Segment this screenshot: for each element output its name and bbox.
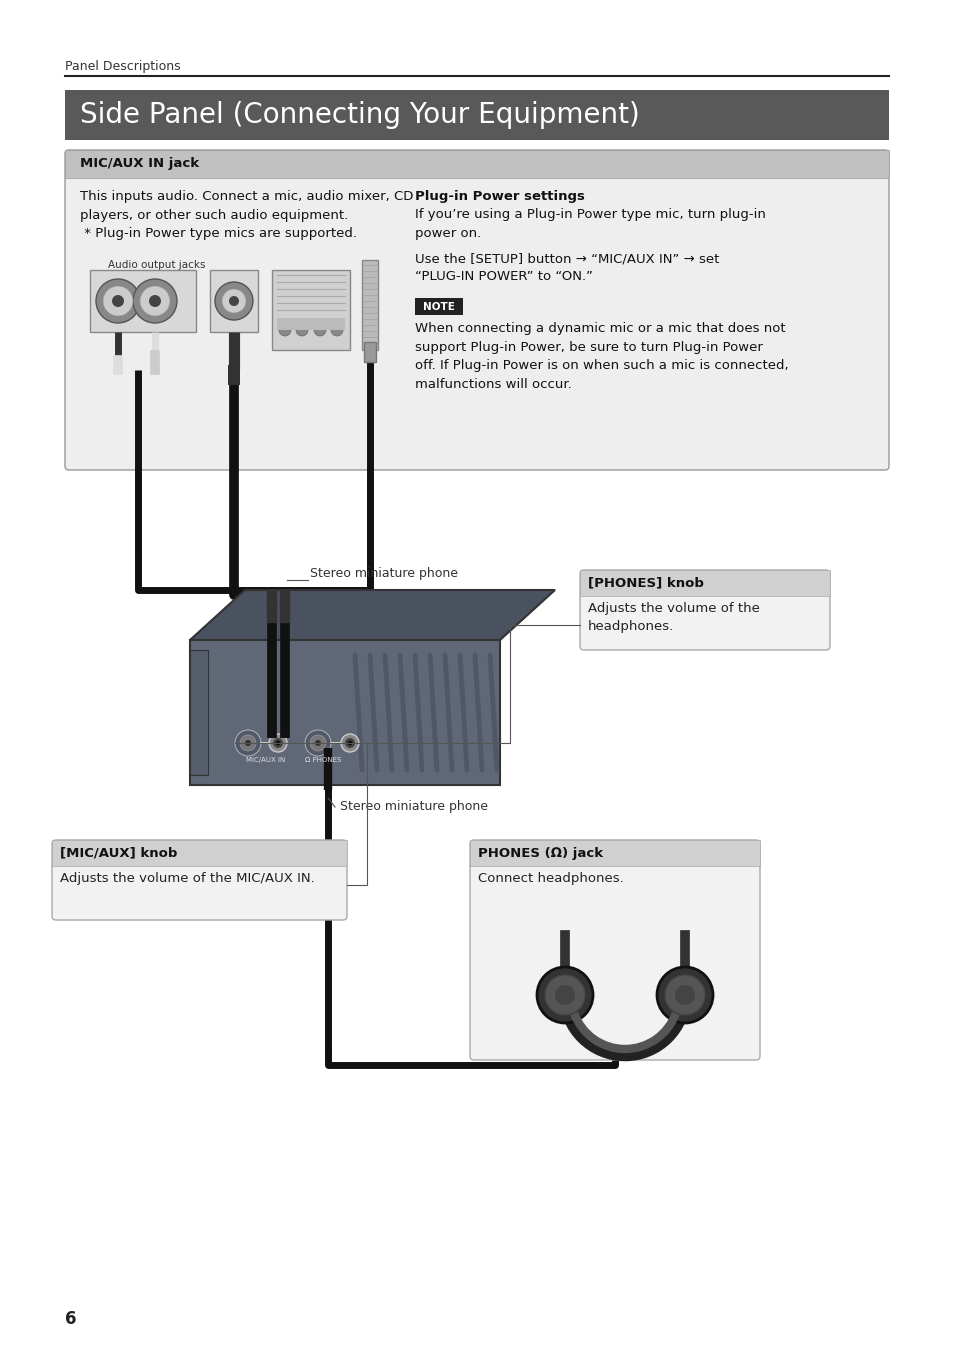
Bar <box>65 89 888 139</box>
Polygon shape <box>190 590 555 640</box>
Bar <box>361 260 377 349</box>
Circle shape <box>222 288 246 313</box>
Text: [MIC/AUX] knob: [MIC/AUX] knob <box>60 846 177 860</box>
Circle shape <box>314 324 326 336</box>
Text: NOTE: NOTE <box>422 302 455 311</box>
Bar <box>276 318 345 330</box>
Bar <box>65 150 888 177</box>
Text: Panel Descriptions: Panel Descriptions <box>65 60 180 73</box>
Circle shape <box>214 282 253 320</box>
Circle shape <box>331 324 343 336</box>
Circle shape <box>103 286 132 315</box>
Circle shape <box>310 735 326 751</box>
Circle shape <box>234 730 261 756</box>
FancyBboxPatch shape <box>65 150 888 470</box>
Text: When connecting a dynamic mic or a mic that does not
support Plug-in Power, be s: When connecting a dynamic mic or a mic t… <box>415 322 788 390</box>
Text: Side Panel (Connecting Your Equipment): Side Panel (Connecting Your Equipment) <box>80 102 639 129</box>
Circle shape <box>245 741 251 746</box>
Circle shape <box>657 967 712 1024</box>
Text: PHONES (Ω) jack: PHONES (Ω) jack <box>477 846 602 860</box>
Circle shape <box>664 975 704 1016</box>
Text: Stereo miniature phone: Stereo miniature phone <box>310 567 457 580</box>
Circle shape <box>140 286 170 315</box>
Circle shape <box>675 984 695 1005</box>
Bar <box>190 650 208 774</box>
Circle shape <box>132 279 177 324</box>
Bar <box>364 343 375 362</box>
Bar <box>210 269 257 332</box>
Text: Use the [SETUP] button → “MIC/AUX IN” → set
“PLUG-IN POWER” to “ON.”: Use the [SETUP] button → “MIC/AUX IN” → … <box>415 252 719 283</box>
Bar <box>579 570 829 596</box>
Circle shape <box>295 324 308 336</box>
Text: Connect headphones.: Connect headphones. <box>477 872 623 886</box>
Circle shape <box>305 730 331 756</box>
Text: Adjusts the volume of the MIC/AUX IN.: Adjusts the volume of the MIC/AUX IN. <box>60 872 314 886</box>
Text: Audio output jacks: Audio output jacks <box>108 260 206 269</box>
Text: 6: 6 <box>65 1311 76 1328</box>
Text: If you’re using a Plug-in Power type mic, turn plug-in
power on.: If you’re using a Plug-in Power type mic… <box>415 209 765 240</box>
Text: Adjusts the volume of the
headphones.: Adjusts the volume of the headphones. <box>587 603 760 634</box>
FancyBboxPatch shape <box>52 839 347 919</box>
Text: This inputs audio. Connect a mic, audio mixer, CD
players, or other such audio e: This inputs audio. Connect a mic, audio … <box>80 190 413 240</box>
Bar <box>90 269 195 332</box>
Bar <box>272 269 350 349</box>
Circle shape <box>240 735 255 751</box>
Text: MIC/AUX IN jack: MIC/AUX IN jack <box>80 157 199 171</box>
Circle shape <box>96 279 140 324</box>
Circle shape <box>278 324 291 336</box>
Circle shape <box>149 295 161 307</box>
Circle shape <box>275 741 280 746</box>
Text: Ω PHONES: Ω PHONES <box>305 757 341 764</box>
Text: Plug-in Power settings: Plug-in Power settings <box>415 190 584 203</box>
Bar <box>415 298 462 315</box>
Circle shape <box>273 738 283 747</box>
FancyBboxPatch shape <box>579 570 829 650</box>
Bar <box>470 839 760 867</box>
Circle shape <box>229 297 239 306</box>
Text: MIC/AUX IN: MIC/AUX IN <box>246 757 285 764</box>
FancyBboxPatch shape <box>470 839 760 1060</box>
Text: [PHONES] knob: [PHONES] knob <box>587 577 703 589</box>
Circle shape <box>345 738 355 747</box>
Bar <box>190 640 499 785</box>
Circle shape <box>112 295 124 307</box>
Circle shape <box>544 975 584 1016</box>
Circle shape <box>340 734 358 751</box>
Circle shape <box>347 741 352 746</box>
Circle shape <box>555 984 575 1005</box>
Circle shape <box>314 741 320 746</box>
Circle shape <box>269 734 287 751</box>
Bar <box>228 366 240 385</box>
Circle shape <box>537 967 593 1024</box>
Text: Stereo miniature phone: Stereo miniature phone <box>339 800 488 812</box>
Bar <box>52 839 347 867</box>
